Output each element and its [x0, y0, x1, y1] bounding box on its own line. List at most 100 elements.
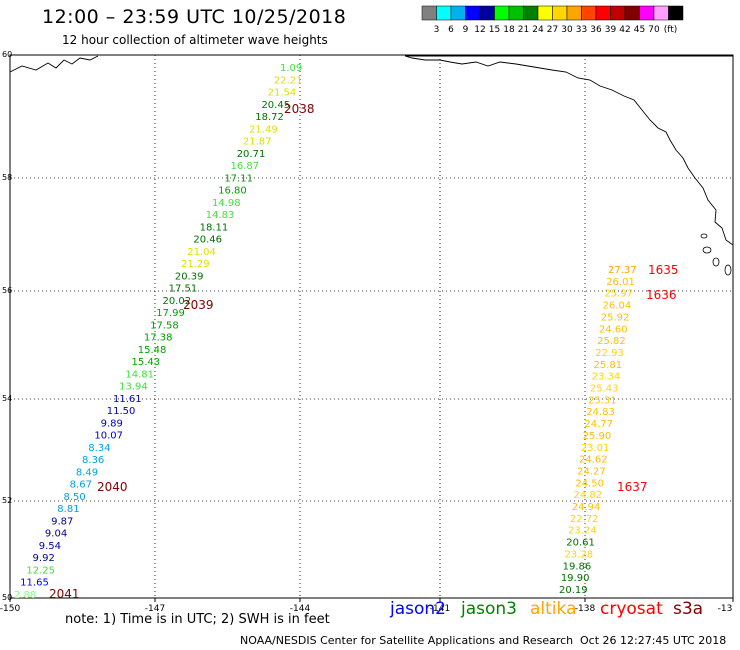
pass-time-label: 1636	[646, 288, 677, 302]
wave-height-value: 25.43	[590, 384, 619, 395]
wave-height-value: 22.72	[570, 514, 599, 525]
wave-height-value: 23.01	[581, 443, 610, 454]
wave-height-value: 9.54	[39, 541, 61, 552]
wave-height-value: 9.87	[51, 516, 73, 527]
longitude-label: -141	[430, 604, 450, 614]
wave-height-value: 14.81	[125, 369, 154, 380]
wave-height-value: 20.02	[162, 296, 191, 307]
legend-sat-cryosat: cryosat	[600, 599, 663, 619]
longitude-label: -144	[290, 604, 311, 614]
wave-height-value: 25.92	[601, 312, 630, 323]
wave-height-value: 20.45	[261, 100, 290, 111]
wave-height-value: 11.65	[20, 578, 49, 589]
color-scale-tick-label: 27	[547, 25, 558, 35]
wave-height-value: 17.58	[150, 320, 179, 331]
latitude-label: 60	[2, 50, 12, 59]
pass-time-label: 2040	[97, 480, 128, 494]
wave-height-value: 14.98	[212, 198, 241, 209]
wave-height-value: 19.90	[561, 573, 590, 584]
wave-height-value: 8.81	[57, 504, 79, 515]
coastline	[9, 55, 99, 73]
color-scale-legend: 3 6 9 12 15 18 21 24 27 30 33 36 39 42 45 70 (ft)	[421, 5, 684, 35]
wave-height-value: 21.87	[243, 137, 272, 148]
wave-height-value: 12.25	[26, 565, 55, 576]
wave-height-value: 17.11	[224, 173, 253, 184]
map-frame	[9, 54, 734, 599]
wave-height-value: 26.04	[603, 301, 632, 312]
wave-height-value: 25.82	[597, 336, 626, 347]
wave-height-value: 24.50	[575, 478, 604, 489]
pass-time-label: 1637	[617, 480, 648, 494]
color-scale-tick-label: 6	[448, 25, 454, 35]
color-scale-tick-label: 70	[648, 25, 660, 35]
wave-height-value: 24.77	[584, 419, 613, 430]
legend-sat-altika: altika	[530, 599, 577, 619]
wave-height-value: 11.50	[107, 406, 136, 417]
color-scale-tick-label: 24	[532, 25, 544, 35]
wave-height-value: 16.80	[218, 186, 247, 197]
wave-height-value: 21.04	[187, 247, 216, 258]
credit-line: NOAA/NESDIS Center for Satellite Applica…	[240, 634, 574, 647]
wave-height-value: 24.83	[586, 407, 615, 418]
coastline	[712, 257, 720, 267]
color-scale-tick-label: 30	[561, 25, 573, 35]
wave-height-value: 24.27	[577, 466, 606, 477]
wave-height-value: 10.07	[94, 431, 123, 442]
color-scale-tick-label: 18	[503, 25, 515, 35]
wave-height-value: 22.21	[274, 75, 303, 86]
wave-height-value: 14.83	[206, 210, 235, 221]
wave-height-value: 17.51	[169, 284, 198, 295]
latitude-label: 58	[2, 173, 12, 182]
wave-height-value: 23.28	[564, 549, 593, 560]
wave-height-value: 16.87	[231, 161, 260, 172]
longitude-label: -150	[0, 604, 20, 614]
generation-timestamp: Oct 26 12:27:45 UTC 2018	[580, 634, 727, 647]
color-scale-tick-label: 3	[434, 25, 440, 35]
longitude-label: -147	[145, 604, 165, 614]
wave-height-value: 13.94	[119, 382, 148, 393]
wave-height-value: 24.60	[599, 324, 628, 335]
wave-height-value: 15.48	[138, 345, 167, 356]
wave-height-value: 20.39	[175, 271, 204, 282]
wave-height-value: 8.34	[88, 443, 110, 454]
longitude-label: -13	[718, 604, 733, 614]
coastline	[700, 233, 708, 239]
legend-sat-s3a: s3a	[673, 599, 704, 619]
pass-time-label: 2039	[183, 298, 214, 312]
wave-height-value: 21.29	[181, 259, 210, 270]
wave-height-value: 25.31	[588, 395, 617, 406]
wave-height-value: 24.94	[572, 502, 601, 513]
wave-height-value: 25.81	[593, 360, 622, 371]
pass-time-label: 1635	[648, 263, 679, 277]
wave-height-value: 25.90	[583, 431, 612, 442]
wave-height-value: 17.99	[156, 308, 185, 319]
wave-height-value: 8.67	[70, 480, 92, 491]
wave-height-value: 23.24	[568, 526, 597, 537]
color-scale-swatch	[668, 5, 684, 21]
pass-time-label: 2041	[49, 587, 80, 601]
coastline	[724, 264, 732, 276]
wave-height-value: 8.49	[76, 467, 98, 478]
wave-height-value: 20.46	[193, 235, 222, 246]
legend-sat-jason2: jason2	[390, 599, 446, 619]
wave-height-value: 9.92	[33, 553, 55, 564]
wave-height-value: 17.38	[144, 333, 173, 344]
pass-time-label: 2038	[284, 102, 315, 116]
color-scale-tick-label: 42	[619, 25, 630, 35]
wave-height-value: 21.49	[249, 124, 278, 135]
wave-height-value: 25.97	[604, 289, 633, 300]
wave-height-value: 23.34	[592, 372, 621, 383]
wave-height-value: 27.37	[608, 265, 637, 276]
color-scale-tick-label: 36	[590, 25, 602, 35]
wave-height-value: 1.09	[280, 63, 302, 74]
latitude-label: 52	[2, 496, 12, 505]
color-scale-tick-label: 39	[605, 25, 617, 35]
coastline	[404, 55, 734, 246]
color-scale-tick-label: 15	[489, 25, 500, 35]
wave-height-value: 20.61	[566, 538, 595, 549]
page-subtitle: 12 hour collection of altimeter wave hei…	[62, 33, 328, 47]
latitude-label: 54	[2, 394, 12, 403]
wave-height-value: 21.54	[268, 88, 297, 99]
color-scale-unit: (ft)	[664, 25, 678, 35]
